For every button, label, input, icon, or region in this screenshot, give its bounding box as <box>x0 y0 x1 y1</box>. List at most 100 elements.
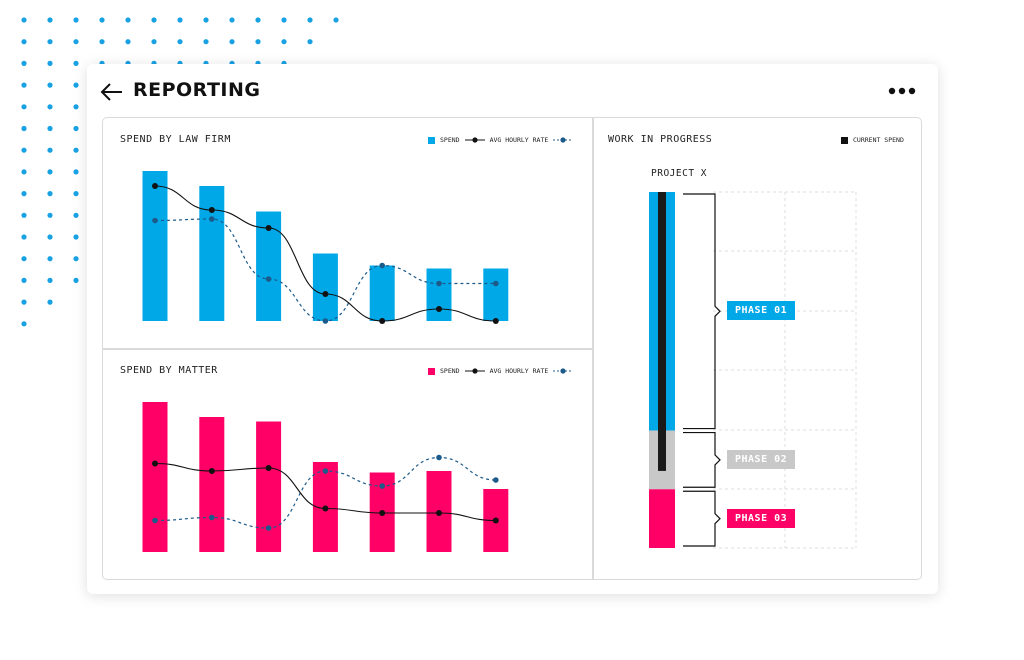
dot <box>47 39 53 45</box>
dashed-series-point <box>209 514 215 521</box>
bar <box>142 402 168 552</box>
legend-avg-label: AVG HOURLY RATE <box>489 367 549 375</box>
dot <box>73 256 79 262</box>
dot <box>21 321 27 327</box>
wip-chart-title: WORK IN PROGRESS <box>608 134 713 145</box>
phase-segment <box>649 489 675 548</box>
dot <box>21 82 27 88</box>
dot <box>21 191 27 197</box>
dot <box>47 125 53 132</box>
avg-hourly-rate-point <box>322 291 329 297</box>
dot <box>151 39 157 45</box>
spend-by-law-firm-chart <box>142 171 509 324</box>
legend-avg-marker-icon <box>464 368 485 374</box>
dot <box>21 39 27 45</box>
dot <box>99 39 105 45</box>
legend-current-spend-label: CURRENT SPEND <box>853 136 904 144</box>
dot <box>47 299 53 305</box>
dot <box>47 169 53 175</box>
reporting-window: REPORTING SPEND BY LAW FIRM SPEND AVG HO… <box>87 64 938 594</box>
vertical-divider <box>592 118 594 579</box>
bar <box>483 268 509 321</box>
dashed-series-point <box>379 483 386 489</box>
dot <box>151 17 157 23</box>
dot <box>47 104 53 110</box>
phase-02-label: PHASE 02 <box>727 449 796 469</box>
dot <box>73 147 79 153</box>
dot <box>203 39 209 45</box>
dot <box>125 17 131 23</box>
dot <box>21 104 27 110</box>
law-firm-legend: SPEND AVG HOURLY RATE <box>428 136 574 144</box>
dashboard-panel: SPEND BY LAW FIRM SPEND AVG HOURLY RATE … <box>102 117 922 580</box>
avg-hourly-rate-point <box>208 468 215 474</box>
work-in-progress-chart <box>649 191 857 549</box>
dot <box>99 17 105 23</box>
avg-hourly-rate-point <box>379 510 386 516</box>
legend-spend-label: SPEND <box>440 136 460 144</box>
more-options-icon[interactable] <box>888 84 916 98</box>
avg-hourly-rate-point <box>152 183 158 189</box>
dot <box>21 147 27 153</box>
dot <box>73 191 79 197</box>
phase-brace <box>683 193 721 430</box>
page-title: REPORTING <box>133 79 261 101</box>
dot <box>47 82 53 88</box>
bar <box>256 421 282 552</box>
legend-spend-label: SPEND <box>440 367 460 375</box>
dashed-series-point <box>265 276 272 282</box>
legend-spend-swatch <box>428 367 435 375</box>
dot <box>73 17 79 23</box>
dot <box>47 147 53 153</box>
dot <box>73 277 79 283</box>
legend-dashed-marker-icon <box>553 368 574 374</box>
dot <box>307 39 313 45</box>
bar <box>142 171 168 321</box>
dashed-series-point <box>493 477 499 483</box>
dashed-series-point <box>322 318 329 324</box>
dot <box>177 17 183 23</box>
dot <box>281 17 287 23</box>
bar <box>426 268 452 321</box>
dot <box>307 17 313 23</box>
dot <box>255 39 261 45</box>
matter-legend: SPEND AVG HOURLY RATE <box>428 367 574 375</box>
wip-legend: CURRENT SPEND <box>841 136 904 144</box>
dashed-series-point <box>322 468 329 474</box>
matter-chart-title: SPEND BY MATTER <box>120 365 218 376</box>
dot <box>73 125 79 132</box>
dashed-series-point <box>152 217 158 224</box>
avg-hourly-rate-point <box>492 517 499 524</box>
dot <box>333 17 339 23</box>
dashed-series-point <box>265 525 272 531</box>
dot <box>229 17 235 23</box>
current-spend-bar <box>658 192 666 471</box>
dot <box>21 125 27 132</box>
project-label: PROJECT X <box>651 168 707 179</box>
back-arrow-icon[interactable] <box>100 81 124 103</box>
dot <box>73 104 79 110</box>
avg-hourly-rate-point <box>492 318 499 324</box>
avg-hourly-rate-point <box>436 510 442 516</box>
horizontal-divider <box>103 348 592 350</box>
dot <box>47 212 53 218</box>
dot <box>177 39 183 45</box>
avg-hourly-rate-point <box>208 207 215 213</box>
dot <box>203 17 209 23</box>
dot <box>21 234 27 240</box>
dot <box>47 277 53 283</box>
avg-hourly-rate-point <box>152 460 158 467</box>
legend-dashed-marker-icon <box>553 137 574 143</box>
dot <box>21 256 27 262</box>
dot <box>47 256 53 262</box>
legend-avg-marker-icon <box>464 137 485 143</box>
dot <box>21 169 27 175</box>
dot <box>229 39 235 45</box>
dot <box>73 39 79 45</box>
dashed-series-point <box>379 262 386 269</box>
dot <box>73 82 79 88</box>
dot <box>73 60 79 66</box>
dashed-series-point <box>493 280 499 287</box>
dot <box>47 191 53 197</box>
dot <box>47 17 53 23</box>
